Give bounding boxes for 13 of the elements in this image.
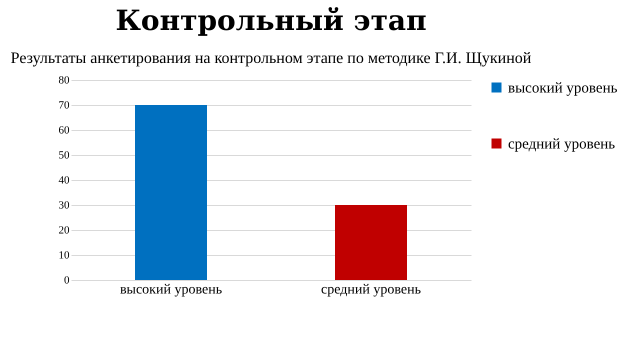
y-tick-label: 0 [64,274,70,286]
legend-label: средний уровень [508,136,616,152]
legend-label: высокий уровень [508,80,618,96]
y-tick-label: 50 [58,150,70,162]
chart-subtitle: Результаты анкетирования на контрольном этапе по методике Г.И. Щукиной [10,50,532,67]
y-tick-label: 10 [58,250,70,262]
y-tick-label: 70 [58,100,70,112]
y-tick-label: 40 [58,174,70,186]
y-tick-label: 80 [58,74,70,86]
y-tick-label: 60 [58,124,70,136]
y-tick-label: 20 [58,224,70,236]
chart-title: Контрольный этап [115,4,427,37]
y-tick-label: 30 [58,200,70,212]
